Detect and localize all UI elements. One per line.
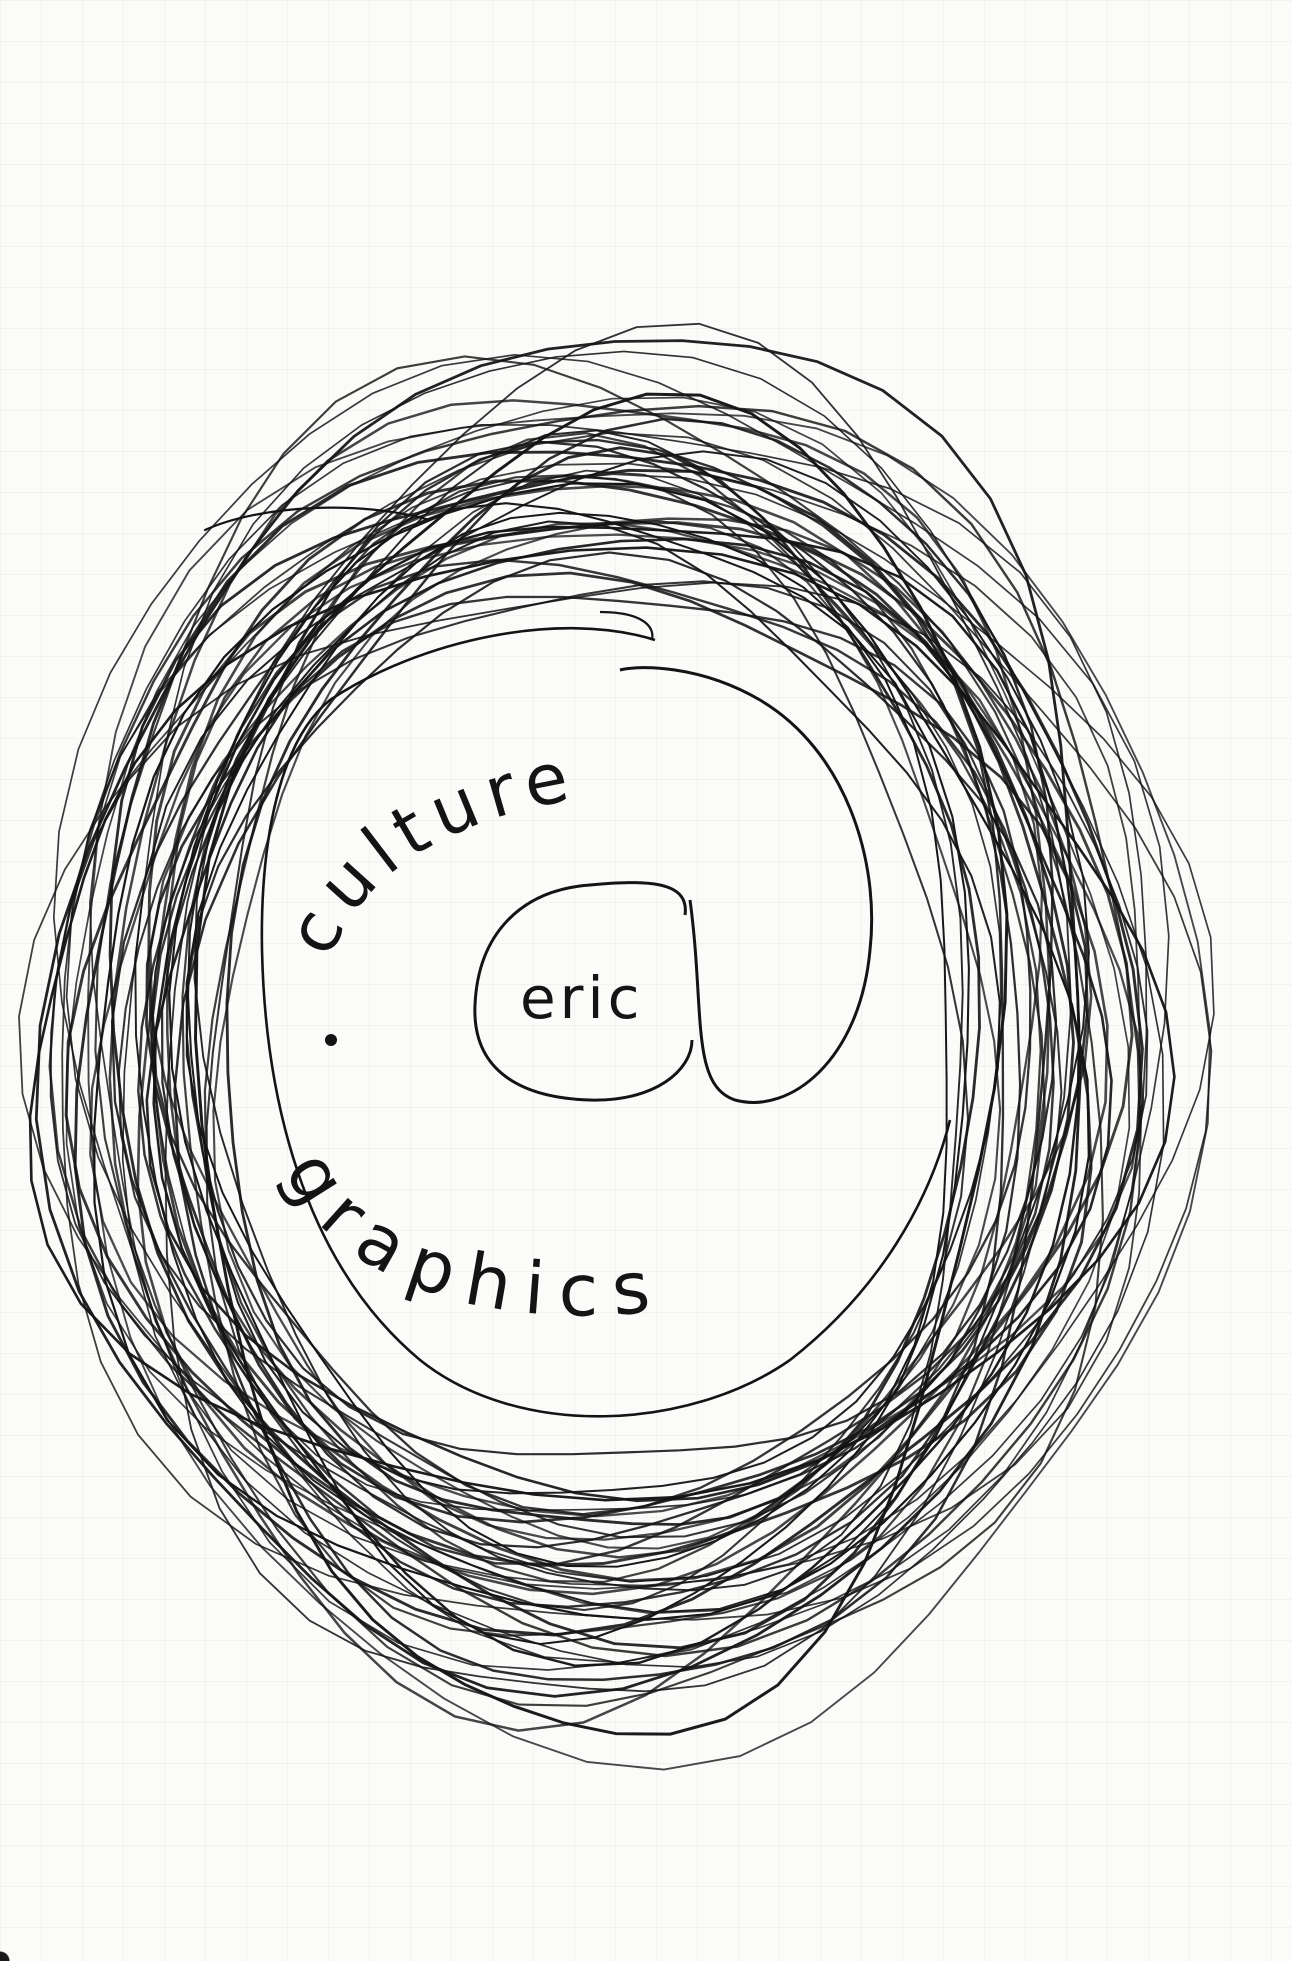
scribble-rings [18,322,1215,1771]
word-eric: eric [520,964,644,1032]
scribble-ring [61,431,1213,1621]
at-sign-tail [619,666,874,1104]
scribble-ring [181,432,1042,1637]
scribble-ring [194,392,1009,1736]
word-culture: culture [270,734,584,967]
scribble-ring [152,525,1081,1668]
word-culture-text: culture [270,734,574,967]
scribble-ring [145,571,1089,1524]
scribble-ring [212,519,1002,1550]
scribble-ring [186,520,1001,1495]
scribble-ring [110,438,1005,1608]
scribble-flick [203,506,432,532]
scribble-ring [65,423,1148,1664]
scribble-ring [185,551,1058,1456]
page-corner-shadow [0,1947,14,1961]
scribble-ring [52,353,1170,1671]
scribble-ring [134,450,1090,1614]
scribble-ring [205,475,970,1612]
word-graphics-text: graphics [268,1136,653,1333]
at-sign-bowl [473,881,694,1102]
bullet-dot [325,1034,337,1046]
inner-outline-hook [599,610,654,641]
scribble-ring [34,339,1082,1698]
scribble-ring [185,511,948,1568]
scribble-ring [164,322,1073,1693]
scribble-ring [168,502,970,1646]
scribble-ring [137,558,1055,1566]
word-graphics: graphics [268,1136,669,1333]
scribble-ring [64,479,1093,1567]
inner-outline-curve [260,626,952,1418]
scribble-ring [160,440,1022,1549]
scribble-ring [121,350,1165,1669]
scribble-ring [193,429,964,1592]
scribble-ring [48,404,1142,1658]
scribble-ring [149,522,1044,1541]
